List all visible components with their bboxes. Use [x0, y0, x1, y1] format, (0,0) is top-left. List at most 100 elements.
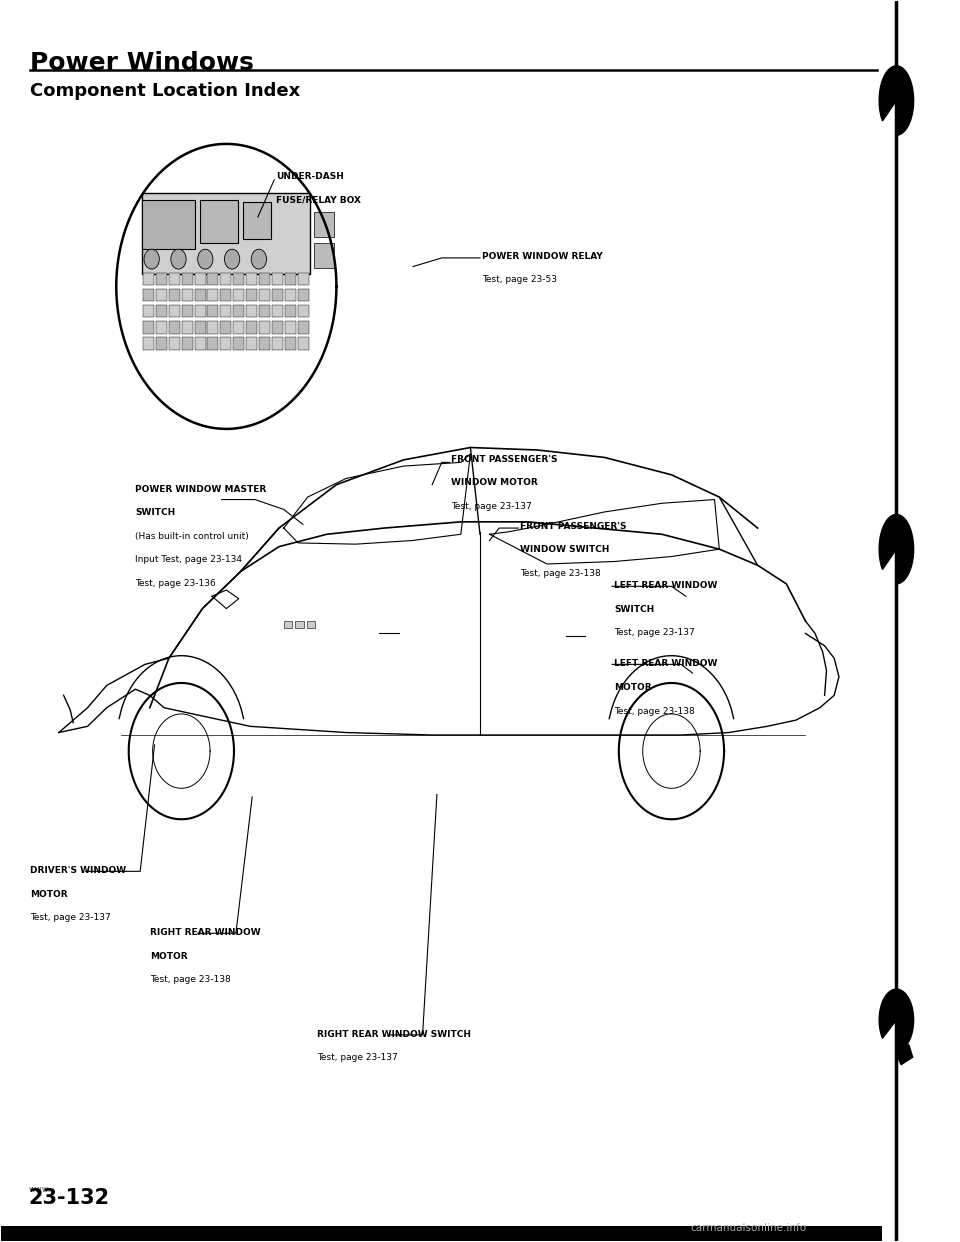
Bar [246, 338, 257, 349]
Text: FUSE/RELAY BOX: FUSE/RELAY BOX [276, 196, 361, 205]
Text: POWER WINDOW RELAY: POWER WINDOW RELAY [482, 252, 603, 261]
Text: DRIVER'S WINDOW: DRIVER'S WINDOW [30, 867, 126, 876]
Bar [156, 322, 167, 334]
Bar [259, 306, 270, 318]
Bar [221, 322, 231, 334]
Bar [221, 273, 231, 286]
Bar [143, 322, 154, 334]
Bar [195, 338, 205, 349]
Bar [298, 322, 309, 334]
Bar [246, 273, 257, 286]
Circle shape [144, 250, 159, 270]
Bar [195, 306, 205, 318]
Bar [156, 273, 167, 286]
Text: Component Location Index: Component Location Index [30, 82, 300, 99]
Text: SWITCH: SWITCH [614, 605, 655, 614]
Text: RIGHT REAR WINDOW: RIGHT REAR WINDOW [150, 928, 260, 938]
Polygon shape [879, 514, 914, 584]
Bar [221, 306, 231, 318]
Bar [200, 200, 238, 243]
Circle shape [198, 250, 213, 270]
Text: Test, page 23-53: Test, page 23-53 [482, 276, 557, 284]
Text: 23-132: 23-132 [28, 1189, 109, 1208]
Bar [246, 306, 257, 318]
Bar [156, 338, 167, 349]
Text: Test, page 23-137: Test, page 23-137 [30, 913, 110, 923]
Text: WINDOW SWITCH: WINDOW SWITCH [520, 545, 610, 554]
Text: MOTOR: MOTOR [614, 683, 652, 692]
Text: WINDOW MOTOR: WINDOW MOTOR [451, 478, 538, 488]
Text: Test, page 23-137: Test, page 23-137 [317, 1053, 398, 1062]
Bar [207, 306, 219, 318]
Text: POWER WINDOW MASTER: POWER WINDOW MASTER [135, 484, 267, 493]
Bar [221, 289, 231, 302]
Bar [298, 273, 309, 286]
Text: carmanualsonline.info: carmanualsonline.info [690, 1223, 806, 1233]
Bar [272, 322, 283, 334]
Bar [142, 200, 195, 250]
Bar [243, 202, 272, 240]
Bar [233, 273, 244, 286]
Text: Power Windows: Power Windows [30, 51, 254, 75]
Bar [169, 273, 180, 286]
Bar [272, 289, 283, 302]
Bar [156, 306, 167, 318]
Bar [233, 322, 244, 334]
Bar [285, 306, 296, 318]
Circle shape [252, 250, 267, 270]
Bar [195, 322, 205, 334]
Bar [233, 338, 244, 349]
Bar [233, 306, 244, 318]
Bar [181, 289, 193, 302]
Text: RIGHT REAR WINDOW SWITCH: RIGHT REAR WINDOW SWITCH [317, 1030, 471, 1040]
Polygon shape [879, 989, 914, 1051]
Bar [181, 338, 193, 349]
Text: Test, page 23-138: Test, page 23-138 [614, 707, 695, 715]
Bar [181, 273, 193, 286]
Text: Test, page 23-137: Test, page 23-137 [614, 628, 695, 637]
Bar [169, 306, 180, 318]
Bar [143, 306, 154, 318]
Text: Test, page 23-136: Test, page 23-136 [135, 579, 216, 587]
Bar [143, 273, 154, 286]
Text: Test, page 23-138: Test, page 23-138 [520, 569, 601, 578]
Bar [207, 322, 219, 334]
Bar [259, 322, 270, 334]
Bar [246, 289, 257, 302]
Text: MOTOR: MOTOR [150, 951, 187, 961]
Bar [169, 322, 180, 334]
Bar [169, 338, 180, 349]
Bar [195, 289, 205, 302]
Polygon shape [879, 66, 914, 135]
Bar [143, 338, 154, 349]
Bar [272, 306, 283, 318]
Bar [181, 322, 193, 334]
Bar [259, 338, 270, 349]
Text: LEFT REAR WINDOW: LEFT REAR WINDOW [614, 581, 717, 590]
Bar [285, 338, 296, 349]
Bar [296, 621, 304, 628]
Bar [195, 273, 205, 286]
Bar [315, 212, 333, 237]
Bar [207, 338, 219, 349]
Text: SWITCH: SWITCH [135, 508, 176, 517]
Bar [285, 289, 296, 302]
Bar [143, 289, 154, 302]
Bar [272, 338, 283, 349]
Polygon shape [897, 1045, 913, 1064]
Bar [259, 273, 270, 286]
Bar [259, 289, 270, 302]
Bar [142, 194, 310, 274]
Text: LEFT REAR WINDOW: LEFT REAR WINDOW [614, 660, 717, 668]
Bar [221, 338, 231, 349]
Text: Test, page 23-137: Test, page 23-137 [451, 502, 532, 510]
Bar [298, 338, 309, 349]
Text: UNDER-DASH: UNDER-DASH [276, 173, 344, 181]
Bar [298, 289, 309, 302]
Text: Input Test, page 23-134: Input Test, page 23-134 [135, 555, 242, 564]
Bar [169, 289, 180, 302]
Bar [246, 322, 257, 334]
Bar [284, 621, 293, 628]
Bar [298, 306, 309, 318]
Bar [156, 289, 167, 302]
